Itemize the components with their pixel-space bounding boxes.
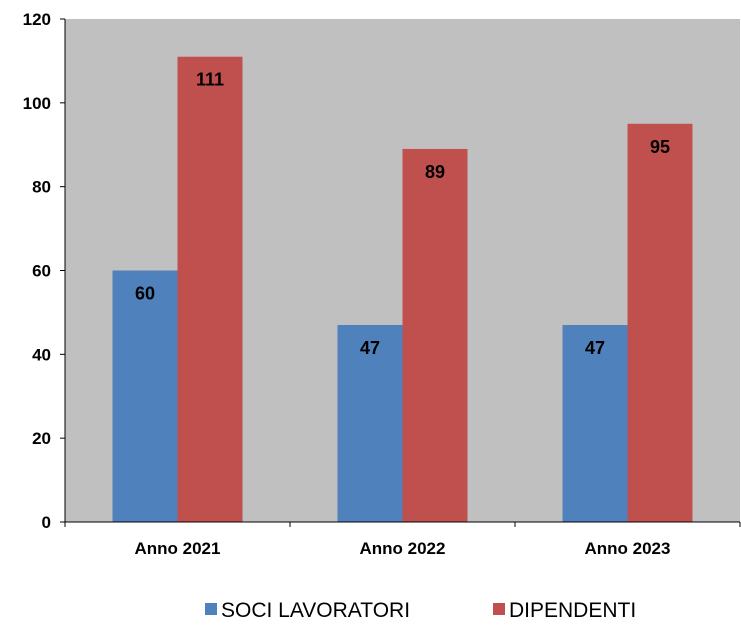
- data-label: 95: [650, 137, 670, 157]
- y-axis-ticks: 0 20 40 60 80 100 120: [23, 10, 65, 532]
- data-label: 89: [425, 162, 445, 182]
- bar-dipendenti-anno-2021: [177, 56, 243, 522]
- legend: SOCI LAVORATORI DIPENDENTI: [205, 599, 636, 622]
- bars-group: [112, 56, 693, 523]
- x-category-label: Anno 2022: [360, 539, 446, 558]
- x-category-label: Anno 2023: [585, 539, 671, 558]
- legend-label-dipendenti: DIPENDENTI: [509, 599, 636, 622]
- bar-soci-lavoratori-anno-2022: [337, 324, 403, 522]
- y-tick-label: 60: [32, 262, 51, 281]
- data-label: 60: [135, 284, 155, 304]
- data-label: 111: [196, 70, 224, 90]
- data-label: 47: [585, 338, 605, 358]
- legend-swatch-dipendenti: [493, 603, 505, 615]
- bar-dipendenti-anno-2022: [402, 148, 468, 523]
- y-tick-label: 40: [32, 345, 51, 364]
- data-labels-group: 60 111 47 89 47 95: [135, 70, 670, 358]
- bar-dipendenti-anno-2023: [627, 123, 693, 523]
- bar-soci-lavoratori-anno-2023: [562, 324, 628, 522]
- y-tick-label: 100: [23, 94, 51, 113]
- legend-label-soci-lavoratori: SOCI LAVORATORI: [221, 599, 410, 622]
- y-tick-label: 20: [32, 429, 51, 448]
- bar-soci-lavoratori-anno-2021: [112, 270, 178, 522]
- y-tick-label: 0: [42, 513, 51, 532]
- x-axis-ticks: Anno 2021 Anno 2022 Anno 2023: [64, 522, 741, 558]
- y-tick-label: 120: [23, 10, 51, 29]
- y-tick-label: 80: [32, 178, 51, 197]
- legend-swatch-soci-lavoratori: [205, 603, 217, 615]
- x-category-label: Anno 2021: [135, 539, 221, 558]
- data-label: 47: [360, 338, 380, 358]
